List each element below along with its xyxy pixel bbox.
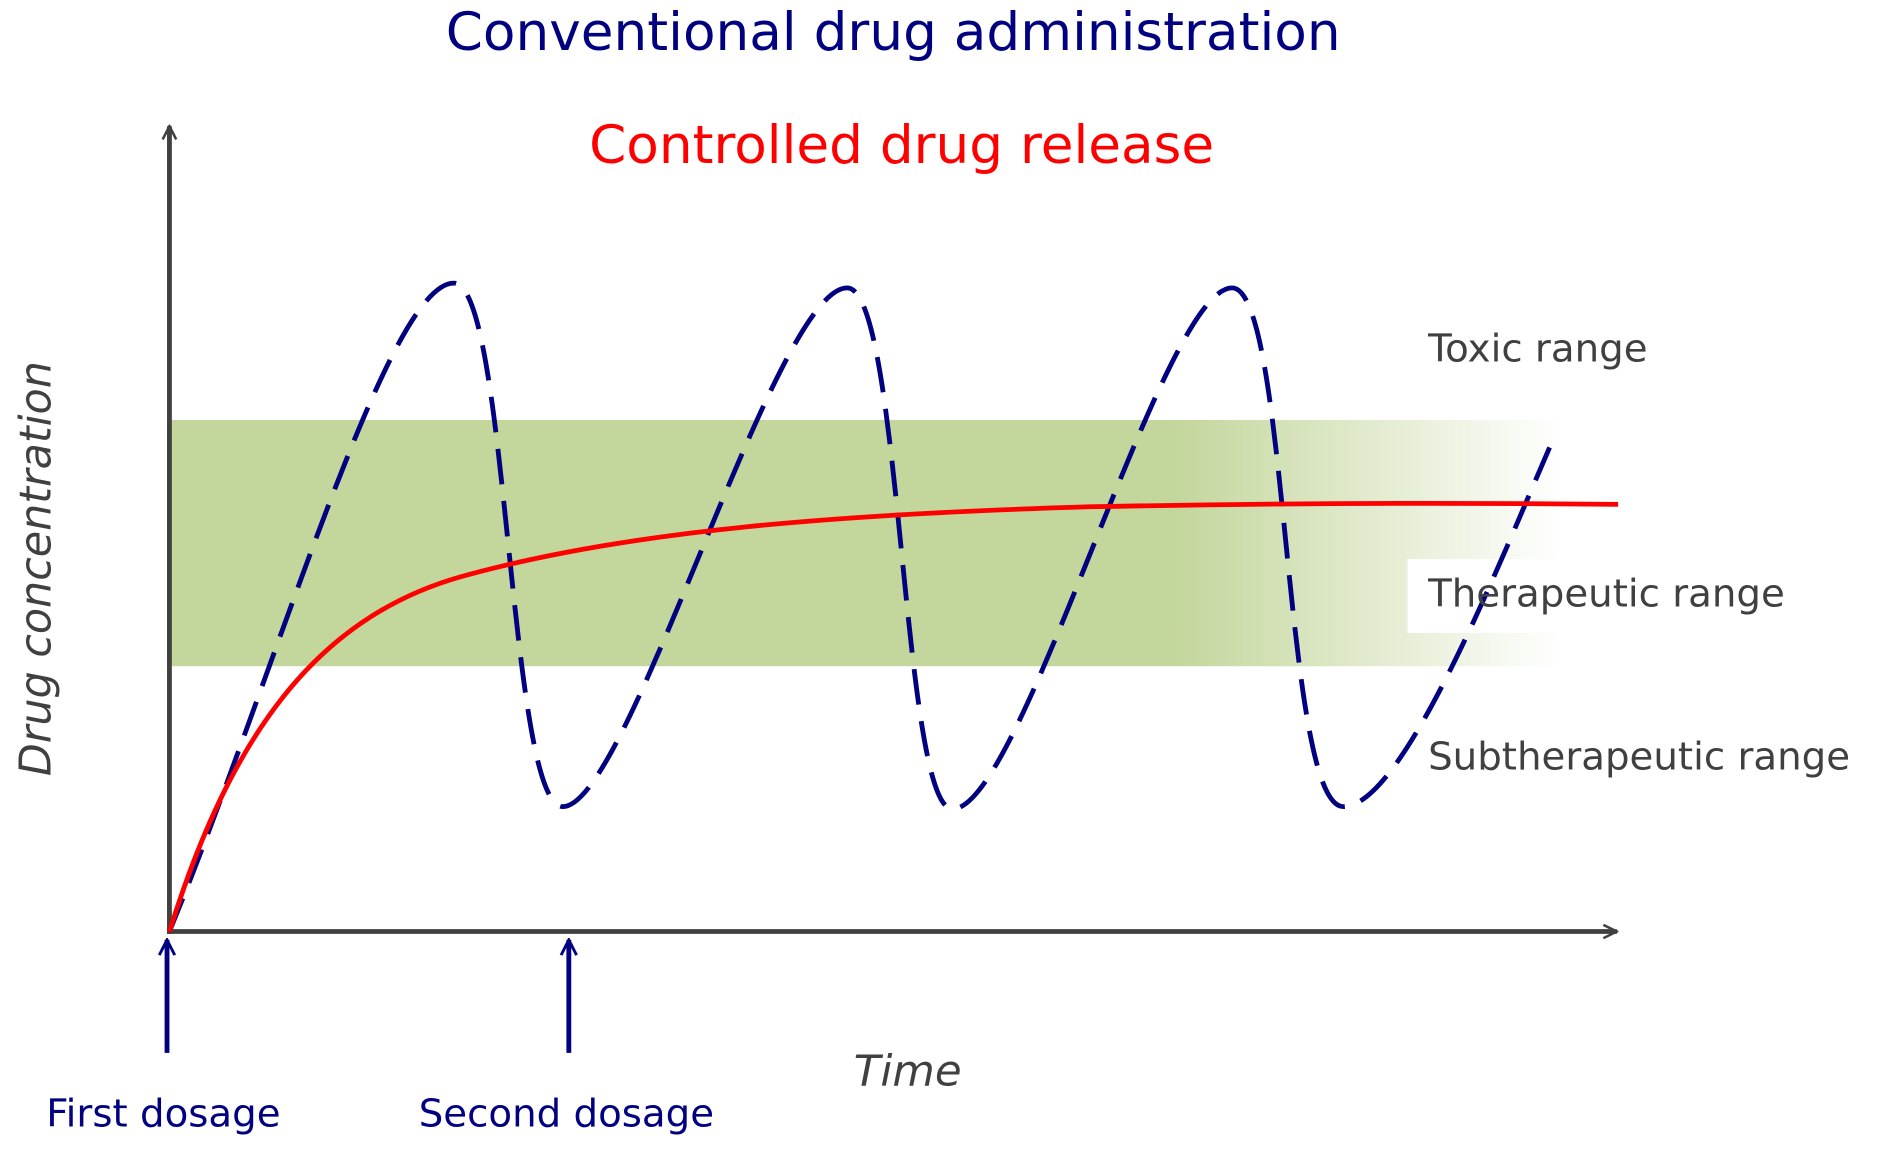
- toxic-label: Toxic range: [1427, 327, 1647, 372]
- controlled-curve: [167, 500, 1619, 933]
- first-dosage-label: First dosage: [46, 1092, 280, 1137]
- therapeutic-band: [169, 419, 1562, 667]
- title-controlled: Controlled drug release: [589, 116, 1214, 176]
- second-dosage-label: Second dosage: [419, 1092, 714, 1137]
- subtherapeutic-label: Subtherapeutic range: [1428, 735, 1850, 780]
- y-axis-label: Drug concentration: [11, 361, 61, 776]
- x-axis-label: Time: [854, 1047, 962, 1097]
- title-conventional: Conventional drug administration: [446, 3, 1341, 63]
- conventional-curve: [167, 280, 1555, 933]
- therapeutic-label: Therapeutic range: [1427, 572, 1785, 617]
